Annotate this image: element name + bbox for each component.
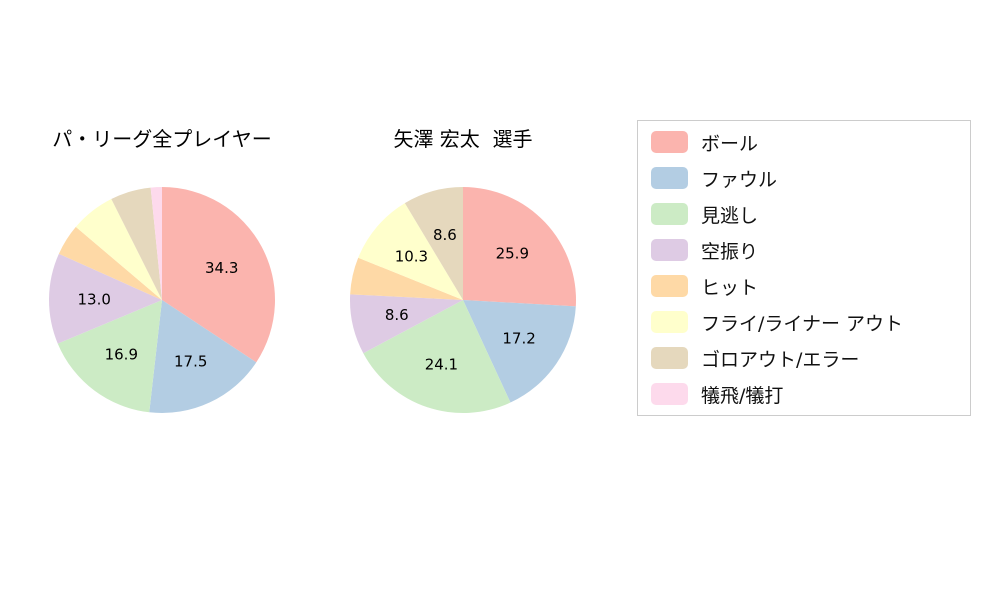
legend-swatch bbox=[651, 239, 688, 261]
pie-value-label: 34.3 bbox=[205, 259, 238, 277]
legend-label: ゴロアウト/エラー bbox=[701, 348, 860, 371]
pie-value-label: 8.6 bbox=[385, 306, 409, 324]
legend-item: ゴロアウト/エラー bbox=[638, 340, 970, 376]
pie-value-label: 13.0 bbox=[77, 290, 110, 308]
pie-slice-2 bbox=[363, 300, 511, 414]
pie-chart-left: 34.3 17.5 16.9 13.0 bbox=[49, 187, 276, 414]
pie-slice-5 bbox=[75, 199, 162, 300]
pie-slice-4 bbox=[350, 257, 463, 300]
pie-slice-1 bbox=[463, 300, 576, 403]
legend-swatch bbox=[651, 383, 688, 405]
pie-slice-6 bbox=[111, 187, 162, 300]
legend-swatch bbox=[651, 131, 688, 153]
legend-swatch bbox=[651, 311, 688, 333]
legend-item: ヒット bbox=[638, 268, 970, 304]
pie-value-label: 17.2 bbox=[502, 329, 535, 347]
chart-title-right: 矢澤 宏太 選手 bbox=[393, 127, 533, 151]
legend-swatch bbox=[651, 203, 688, 225]
legend-swatch bbox=[651, 275, 688, 297]
pie-value-label: 24.1 bbox=[425, 356, 458, 374]
pie-value-label: 8.6 bbox=[433, 226, 457, 244]
legend-label: ヒット bbox=[701, 276, 759, 299]
legend-item: 空振り bbox=[638, 232, 970, 268]
pie-slice-3 bbox=[349, 294, 463, 354]
pie-slice-2 bbox=[57, 300, 162, 413]
legend-item: 見逃し bbox=[638, 196, 970, 232]
legend-label: 空振り bbox=[701, 240, 759, 263]
legend-label: 見逃し bbox=[701, 204, 759, 227]
legend-swatch bbox=[651, 347, 688, 369]
pie-chart-right: 25.9 17.2 24.1 8.6 10.3 8.6 bbox=[349, 187, 577, 414]
chart-title-left: パ・リーグ全プレイヤー bbox=[52, 127, 272, 151]
pie-slice-7 bbox=[150, 187, 162, 300]
pie-value-label: 10.3 bbox=[395, 247, 428, 265]
chart-pa-league-all-players: パ・リーグ全プレイヤー 34.3 17.5 16.9 13.0 bbox=[42, 126, 282, 420]
legend-item: ボール bbox=[638, 124, 970, 160]
pie-slice-0 bbox=[162, 187, 276, 363]
pie-slice-5 bbox=[358, 203, 463, 300]
pie-value-label: 17.5 bbox=[174, 353, 207, 371]
legend-item: 犠飛/犠打 bbox=[638, 376, 970, 412]
legend-label: ファウル bbox=[701, 168, 778, 191]
pie-value-label: 16.9 bbox=[105, 345, 138, 363]
legend-label: フライ/ライナー アウト bbox=[701, 312, 904, 335]
legend-item: ファウル bbox=[638, 160, 970, 196]
pie-value-label: 25.9 bbox=[496, 245, 529, 263]
pie-slice-1 bbox=[149, 300, 257, 414]
legend-swatch bbox=[651, 167, 688, 189]
pie-slice-4 bbox=[58, 226, 162, 300]
legend: ボールファウル見逃し空振りヒットフライ/ライナー アウト ゴロアウト/エラー 犠飛/… bbox=[637, 120, 971, 416]
legend-label: 犠飛/犠打 bbox=[701, 384, 784, 407]
pie-slice-3 bbox=[49, 253, 162, 344]
pie-slice-0 bbox=[463, 187, 577, 307]
legend-label: ボール bbox=[701, 132, 759, 155]
pie-slice-6 bbox=[404, 187, 463, 300]
legend-item: フライ/ライナー アウト bbox=[638, 304, 970, 340]
chart-yazawa-kota: 矢澤 宏太 選手 25.9 17.2 24.1 8.6 10.3 8.6 bbox=[343, 126, 583, 420]
